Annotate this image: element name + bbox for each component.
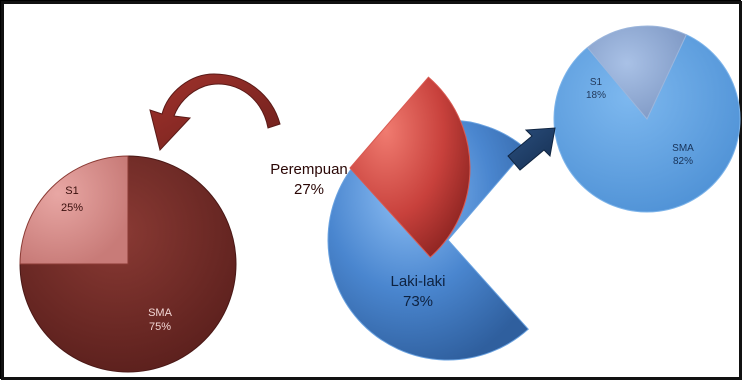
label-sma-left: SMA (148, 307, 173, 319)
label-perempuan: Perempuan (270, 161, 348, 178)
value-sma-left: 75% (149, 321, 171, 333)
label-laki-laki: Laki-laki (390, 273, 445, 290)
label-s1-right: S1 (590, 77, 603, 88)
value-sma-right: 82% (673, 156, 693, 167)
arrow-right-icon (507, 127, 556, 171)
value-s1-left: 25% (61, 202, 83, 214)
pie-slice-s1-right (586, 25, 687, 120)
value-laki-laki: 73% (403, 293, 433, 310)
pie-slice-s1-left (19, 155, 129, 265)
pie-slice-perempuan (349, 76, 471, 258)
label-sma-right: SMA (672, 143, 694, 154)
label-s1-left: S1 (65, 185, 78, 197)
curved-arrow-icon (149, 73, 281, 152)
value-s1-right: 18% (586, 90, 606, 101)
value-perempuan: 27% (294, 181, 324, 198)
pie-slice-sma-right (553, 34, 741, 213)
pie-slice-sma-left (19, 155, 237, 373)
